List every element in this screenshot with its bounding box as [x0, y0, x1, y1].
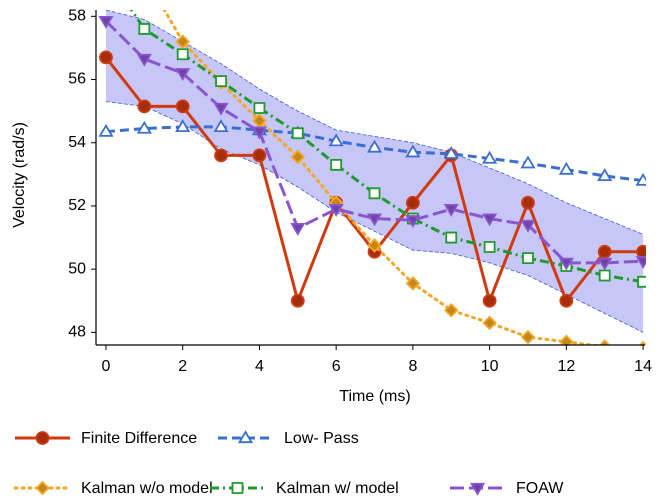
- x-tick-label: 10: [481, 358, 499, 375]
- marker: [597, 244, 612, 259]
- x-tick-label: 0: [102, 358, 111, 375]
- y-tick-label: 58: [68, 8, 86, 25]
- marker: [443, 302, 459, 318]
- marker: [405, 195, 420, 210]
- x-axis-label: Time (ms): [339, 388, 410, 405]
- marker: [367, 238, 382, 253]
- marker: [483, 241, 496, 253]
- marker: [482, 315, 497, 331]
- marker: [215, 75, 227, 88]
- marker: [176, 48, 189, 61]
- marker: [598, 269, 611, 282]
- legend-label: Low- Pass: [284, 430, 359, 447]
- plot-area: [98, 10, 646, 345]
- marker: [213, 102, 229, 116]
- marker: [253, 102, 266, 114]
- marker: [635, 172, 646, 186]
- marker: [137, 99, 152, 114]
- marker: [328, 204, 344, 217]
- legend-marker: [469, 482, 486, 496]
- marker: [520, 155, 536, 169]
- marker: [482, 150, 498, 164]
- marker: [98, 123, 114, 137]
- marker: [445, 231, 458, 244]
- marker: [520, 329, 536, 345]
- marker: [443, 146, 459, 159]
- band-edge: [105, 10, 644, 235]
- marker: [366, 213, 383, 227]
- y-tick-label: 56: [68, 71, 86, 88]
- y-tick-label: 54: [68, 134, 86, 151]
- x-tick-label: 12: [557, 358, 575, 375]
- marker: [291, 127, 304, 140]
- y-tick-label: 50: [68, 260, 86, 277]
- legend-marker: [231, 482, 244, 494]
- x-tick-label: 14: [634, 358, 652, 375]
- y-tick-label: 52: [68, 197, 86, 214]
- marker: [521, 195, 535, 210]
- y-tick-label: 48: [68, 324, 86, 341]
- marker: [213, 119, 229, 133]
- marker: [558, 257, 574, 271]
- marker: [290, 149, 306, 165]
- marker: [138, 23, 151, 35]
- x-tick-label: 8: [408, 358, 417, 375]
- marker: [136, 120, 152, 134]
- marker: [599, 339, 611, 345]
- marker: [638, 340, 646, 345]
- x-tick-label: 6: [332, 358, 341, 375]
- legend-marker: [35, 431, 50, 445]
- marker: [368, 187, 381, 200]
- legend-marker: [237, 430, 254, 444]
- marker: [330, 158, 343, 171]
- marker: [443, 204, 459, 217]
- legend-label: Finite Difference: [81, 430, 197, 447]
- legend-label: Kalman w/ model: [276, 480, 399, 497]
- marker: [290, 293, 305, 308]
- marker: [98, 15, 114, 29]
- marker: [597, 168, 613, 182]
- legend-label: FOAW: [516, 480, 564, 497]
- marker: [482, 213, 498, 227]
- marker: [405, 215, 421, 228]
- marker: [99, 50, 113, 65]
- legend-marker: [35, 480, 50, 496]
- marker: [558, 161, 574, 175]
- marker: [522, 252, 534, 264]
- legend-label: Kalman w/o model: [81, 480, 213, 497]
- marker: [175, 34, 190, 49]
- marker: [597, 257, 613, 271]
- marker: [252, 148, 267, 163]
- marker: [559, 334, 574, 345]
- marker: [637, 275, 646, 288]
- marker: [251, 126, 268, 140]
- series-line: [104, 19, 644, 265]
- marker: [290, 222, 306, 236]
- marker: [175, 99, 190, 114]
- y-axis-label: Velocity (rad/s): [11, 122, 28, 228]
- marker: [405, 144, 421, 158]
- x-tick-label: 4: [255, 358, 264, 375]
- marker: [328, 133, 344, 147]
- marker: [636, 244, 646, 259]
- marker: [214, 148, 228, 163]
- marker: [175, 119, 191, 133]
- marker: [559, 293, 574, 308]
- marker: [405, 276, 421, 291]
- series-line: [129, 10, 644, 284]
- band-edge: [105, 101, 644, 333]
- x-tick-label: 2: [178, 358, 187, 375]
- marker: [635, 256, 646, 270]
- marker: [175, 68, 191, 81]
- marker: [366, 139, 383, 153]
- marker: [482, 293, 497, 308]
- marker: [136, 53, 152, 67]
- marker: [520, 219, 536, 233]
